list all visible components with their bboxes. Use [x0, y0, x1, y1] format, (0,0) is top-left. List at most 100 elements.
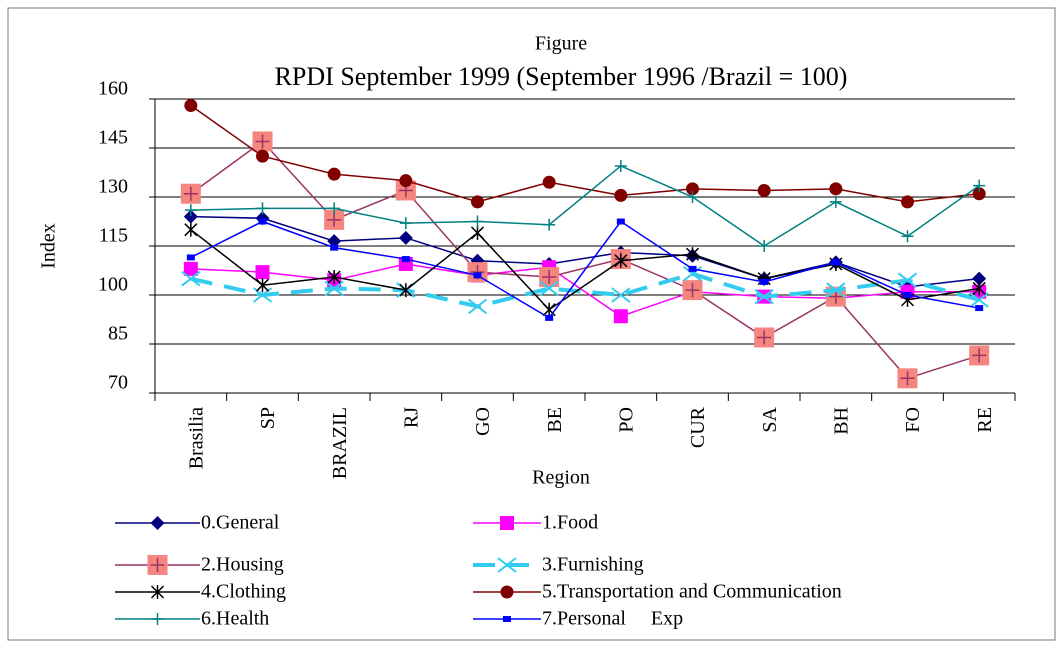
legend-marker — [500, 585, 514, 599]
marker-part — [614, 159, 627, 172]
marker-part — [497, 557, 517, 573]
y-tick-label: 70 — [108, 372, 128, 394]
x-tick-label: PO — [615, 407, 637, 433]
marker — [399, 217, 412, 230]
marker — [183, 209, 198, 224]
marker-part — [183, 209, 198, 224]
marker — [500, 585, 514, 599]
marker-part — [398, 230, 413, 245]
marker — [399, 283, 413, 298]
marker-part — [757, 183, 771, 197]
x-tick-label: BH — [830, 407, 852, 435]
legend-marker — [151, 613, 164, 625]
marker-part — [503, 616, 511, 622]
chart-supertitle: Figure — [535, 33, 587, 55]
marker — [686, 182, 699, 196]
marker — [399, 174, 413, 188]
marker-part — [150, 516, 165, 530]
marker-part — [470, 225, 485, 240]
marker — [184, 204, 197, 217]
marker — [614, 159, 627, 172]
marker — [972, 187, 986, 201]
marker-part — [688, 265, 697, 272]
marker — [682, 265, 703, 282]
marker-part — [183, 261, 198, 276]
marker-part — [826, 282, 846, 298]
marker-part — [330, 244, 339, 251]
legend-label: 1.Food — [542, 512, 598, 534]
legend-item: 6.Health — [115, 608, 269, 630]
marker-part — [186, 254, 195, 261]
marker-part — [471, 195, 484, 209]
marker — [831, 259, 840, 266]
marker-part — [614, 188, 628, 202]
x-tick-label: RJ — [400, 407, 422, 428]
marker-part — [471, 215, 484, 228]
marker-part — [256, 202, 269, 215]
legend-item: 4.Clothing — [115, 581, 286, 603]
legend-label: 4.Clothing — [201, 581, 286, 603]
marker-part — [901, 195, 914, 209]
marker-part — [613, 309, 628, 324]
marker-part — [183, 186, 198, 201]
marker-part — [972, 271, 987, 286]
marker-part — [685, 283, 700, 298]
x-tick-label: BRAZIL — [329, 407, 351, 479]
x-tick-label: BE — [544, 407, 566, 433]
marker-part — [328, 202, 341, 215]
y-tick-label: 160 — [98, 78, 128, 100]
marker-part — [972, 348, 987, 363]
marker-part — [545, 314, 554, 321]
marker — [252, 131, 273, 152]
marker — [330, 244, 339, 251]
marker-part — [831, 259, 840, 266]
marker — [757, 183, 771, 197]
marker — [401, 256, 410, 263]
marker-part — [829, 182, 843, 196]
marker-part — [903, 292, 912, 298]
marker — [972, 271, 987, 286]
legend-item: 5.Transportation and Communication — [473, 581, 842, 603]
marker — [613, 309, 628, 324]
marker — [327, 234, 342, 249]
marker-part — [969, 292, 989, 308]
marker-part — [327, 167, 341, 181]
marker — [256, 149, 269, 163]
marker — [826, 282, 846, 298]
legend-marker — [147, 555, 168, 575]
series-line — [190, 165, 980, 247]
x-tick-label: GO — [472, 407, 494, 436]
marker — [183, 261, 198, 276]
marker — [471, 195, 484, 209]
marker — [184, 99, 198, 113]
marker-part — [901, 230, 914, 243]
marker — [255, 278, 270, 293]
legend-label: 7.Personal Exp — [542, 608, 683, 630]
series-line — [190, 215, 980, 288]
series-line — [190, 104, 980, 203]
marker-part — [616, 218, 625, 225]
y-tick-label: 100 — [98, 274, 128, 296]
marker-part — [258, 218, 267, 225]
marker — [542, 175, 556, 189]
marker — [255, 265, 270, 280]
marker — [682, 280, 703, 301]
legend-marker — [150, 585, 165, 599]
marker-part — [682, 265, 703, 282]
marker — [685, 247, 700, 262]
marker-part — [500, 585, 514, 599]
marker — [754, 327, 775, 348]
marker-part — [758, 240, 771, 252]
marker-part — [614, 253, 628, 268]
legend-item: 2.Housing — [115, 554, 284, 576]
marker-part — [324, 280, 344, 297]
marker-part — [150, 558, 165, 572]
marker-part — [900, 371, 915, 386]
x-axis-label: Region — [532, 467, 590, 489]
marker — [543, 218, 556, 231]
marker-part — [972, 187, 986, 201]
marker-part — [973, 179, 986, 192]
marker-part — [972, 281, 986, 296]
marker-part — [686, 191, 699, 203]
